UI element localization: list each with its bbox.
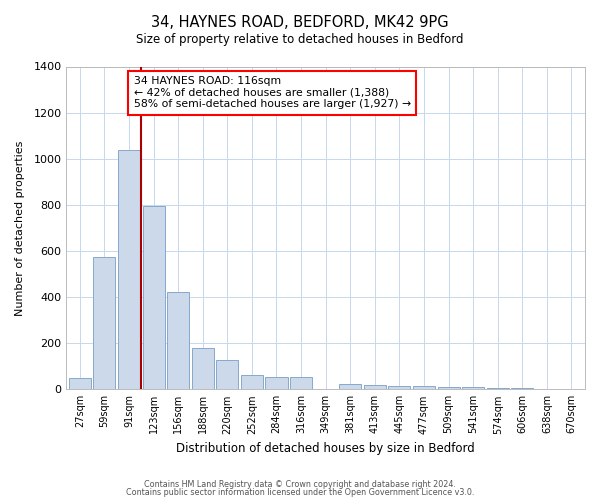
Bar	[216, 360, 238, 390]
Bar	[69, 378, 91, 390]
Bar	[118, 150, 140, 390]
Bar	[94, 256, 115, 390]
Bar	[191, 348, 214, 390]
Text: Contains public sector information licensed under the Open Government Licence v3: Contains public sector information licen…	[126, 488, 474, 497]
Bar	[462, 388, 484, 390]
Bar	[413, 386, 435, 390]
Bar	[437, 387, 460, 390]
Bar	[511, 388, 533, 390]
Bar	[167, 292, 189, 390]
Y-axis label: Number of detached properties: Number of detached properties	[15, 140, 25, 316]
Bar	[364, 384, 386, 390]
Bar	[241, 375, 263, 390]
Text: Contains HM Land Registry data © Crown copyright and database right 2024.: Contains HM Land Registry data © Crown c…	[144, 480, 456, 489]
Bar	[265, 376, 287, 390]
X-axis label: Distribution of detached houses by size in Bedford: Distribution of detached houses by size …	[176, 442, 475, 455]
Bar	[143, 206, 164, 390]
Text: 34 HAYNES ROAD: 116sqm
← 42% of detached houses are smaller (1,388)
58% of semi-: 34 HAYNES ROAD: 116sqm ← 42% of detached…	[134, 76, 411, 110]
Bar	[339, 384, 361, 390]
Bar	[290, 376, 312, 390]
Text: 34, HAYNES ROAD, BEDFORD, MK42 9PG: 34, HAYNES ROAD, BEDFORD, MK42 9PG	[151, 15, 449, 30]
Text: Size of property relative to detached houses in Bedford: Size of property relative to detached ho…	[136, 32, 464, 46]
Bar	[487, 388, 509, 390]
Bar	[388, 386, 410, 390]
